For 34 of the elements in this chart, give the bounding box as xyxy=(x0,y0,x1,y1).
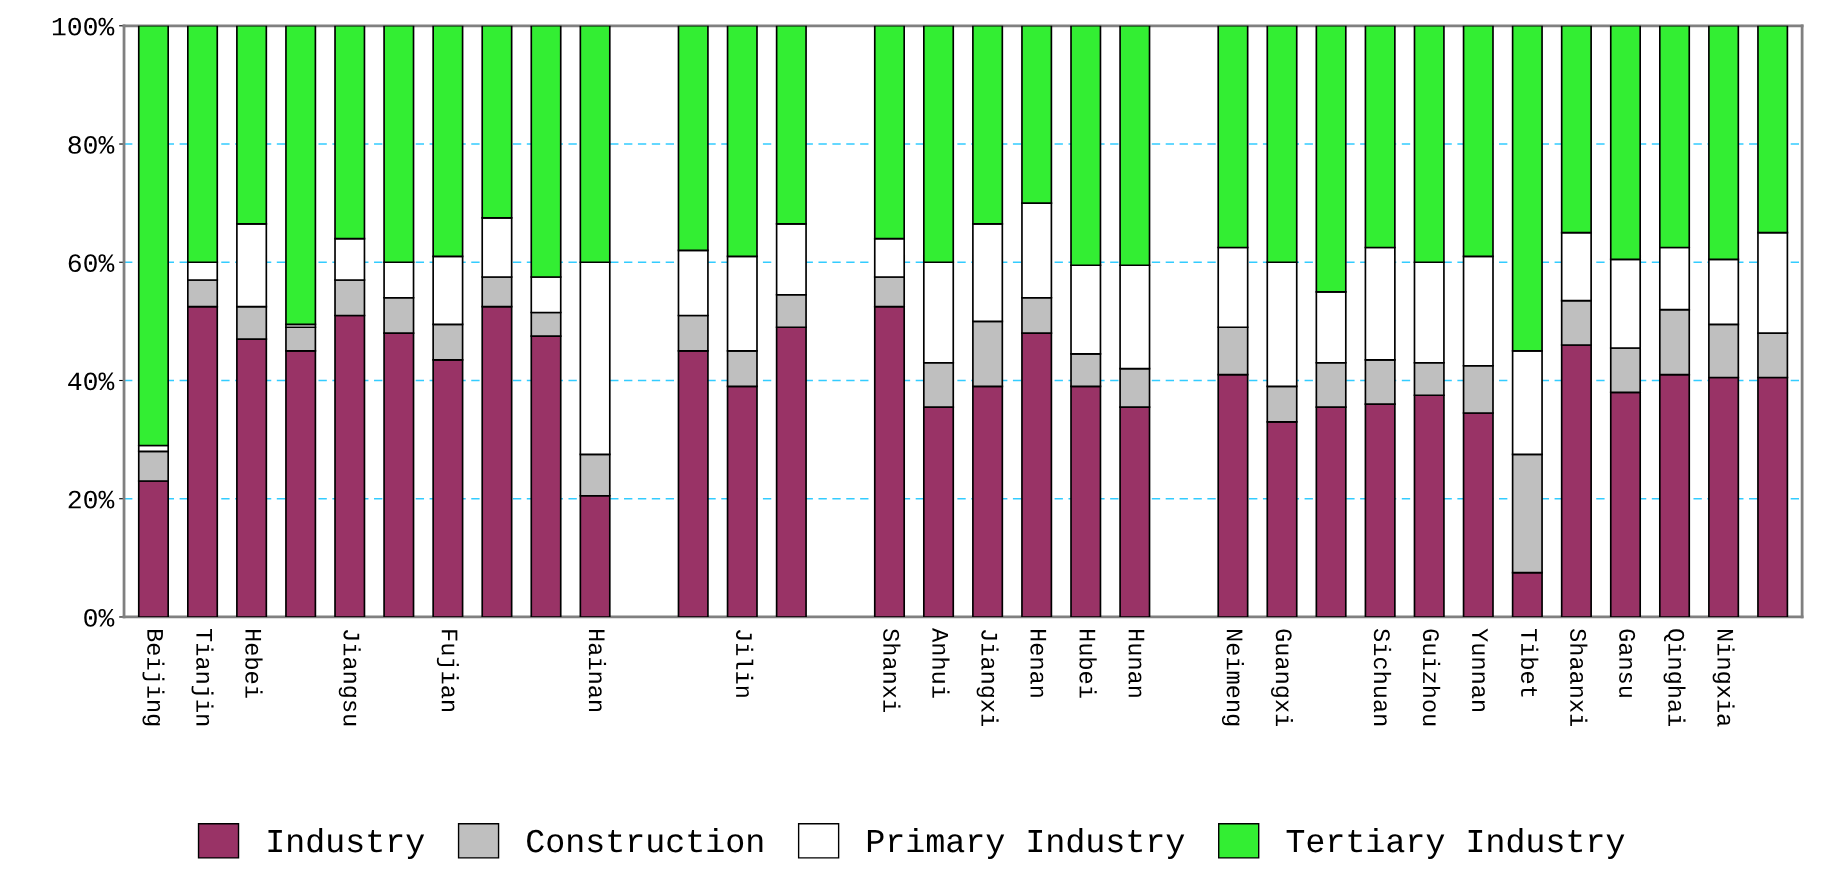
x-tick-label: Yunnan xyxy=(1471,628,1488,712)
x-tick-label: Shanxi xyxy=(883,628,901,712)
x-tick-label: Gansu xyxy=(1619,629,1636,697)
y-tick-label: 100% xyxy=(52,17,115,36)
x-tick-label: Guizhou xyxy=(1422,629,1441,726)
x-tick-label: Jiangxi xyxy=(976,630,999,727)
x-tick-label: Henan xyxy=(1030,629,1047,697)
x-tick-label: Anhui xyxy=(932,628,950,698)
x-tick-label: Guangxi xyxy=(1271,629,1294,727)
legend-label: Tertiary Industry xyxy=(1286,827,1625,859)
x-tick-label: Neimeng xyxy=(1221,629,1244,726)
x-tick-label: Hubei xyxy=(1079,629,1097,698)
x-tick-label: Hunan xyxy=(1128,629,1145,697)
y-tick-label: 20% xyxy=(68,490,115,509)
x-tick-label: Fujian xyxy=(436,630,459,712)
y-tick-label: 60% xyxy=(68,254,115,273)
legend-label: Construction xyxy=(527,827,763,853)
x-tick-label: Tianjin xyxy=(191,628,214,726)
x-tick-label: Jilin xyxy=(735,630,754,697)
x-tick-label: Hebei xyxy=(245,629,263,698)
y-tick-label: 0% xyxy=(84,608,115,627)
legend-label: Primary Industry xyxy=(867,827,1185,859)
x-tick-label: Tibet xyxy=(1521,628,1539,697)
x-tick-label: Hainan xyxy=(588,629,607,712)
x-tick-label: Ningxia xyxy=(1712,629,1735,727)
bar xyxy=(285,25,317,326)
x-tick-label: Shaanxi xyxy=(1570,628,1588,727)
x-tick-label: Jiangsu xyxy=(338,630,361,726)
y-tick-label: 40% xyxy=(68,372,115,391)
y-tick-label: 80% xyxy=(68,135,115,154)
x-tick-label: Beijing xyxy=(142,629,165,726)
x-tick-label: Sichuan xyxy=(1373,628,1392,726)
x-tick-label: Qinghai xyxy=(1663,629,1686,727)
legend-label: Industry xyxy=(268,827,425,859)
